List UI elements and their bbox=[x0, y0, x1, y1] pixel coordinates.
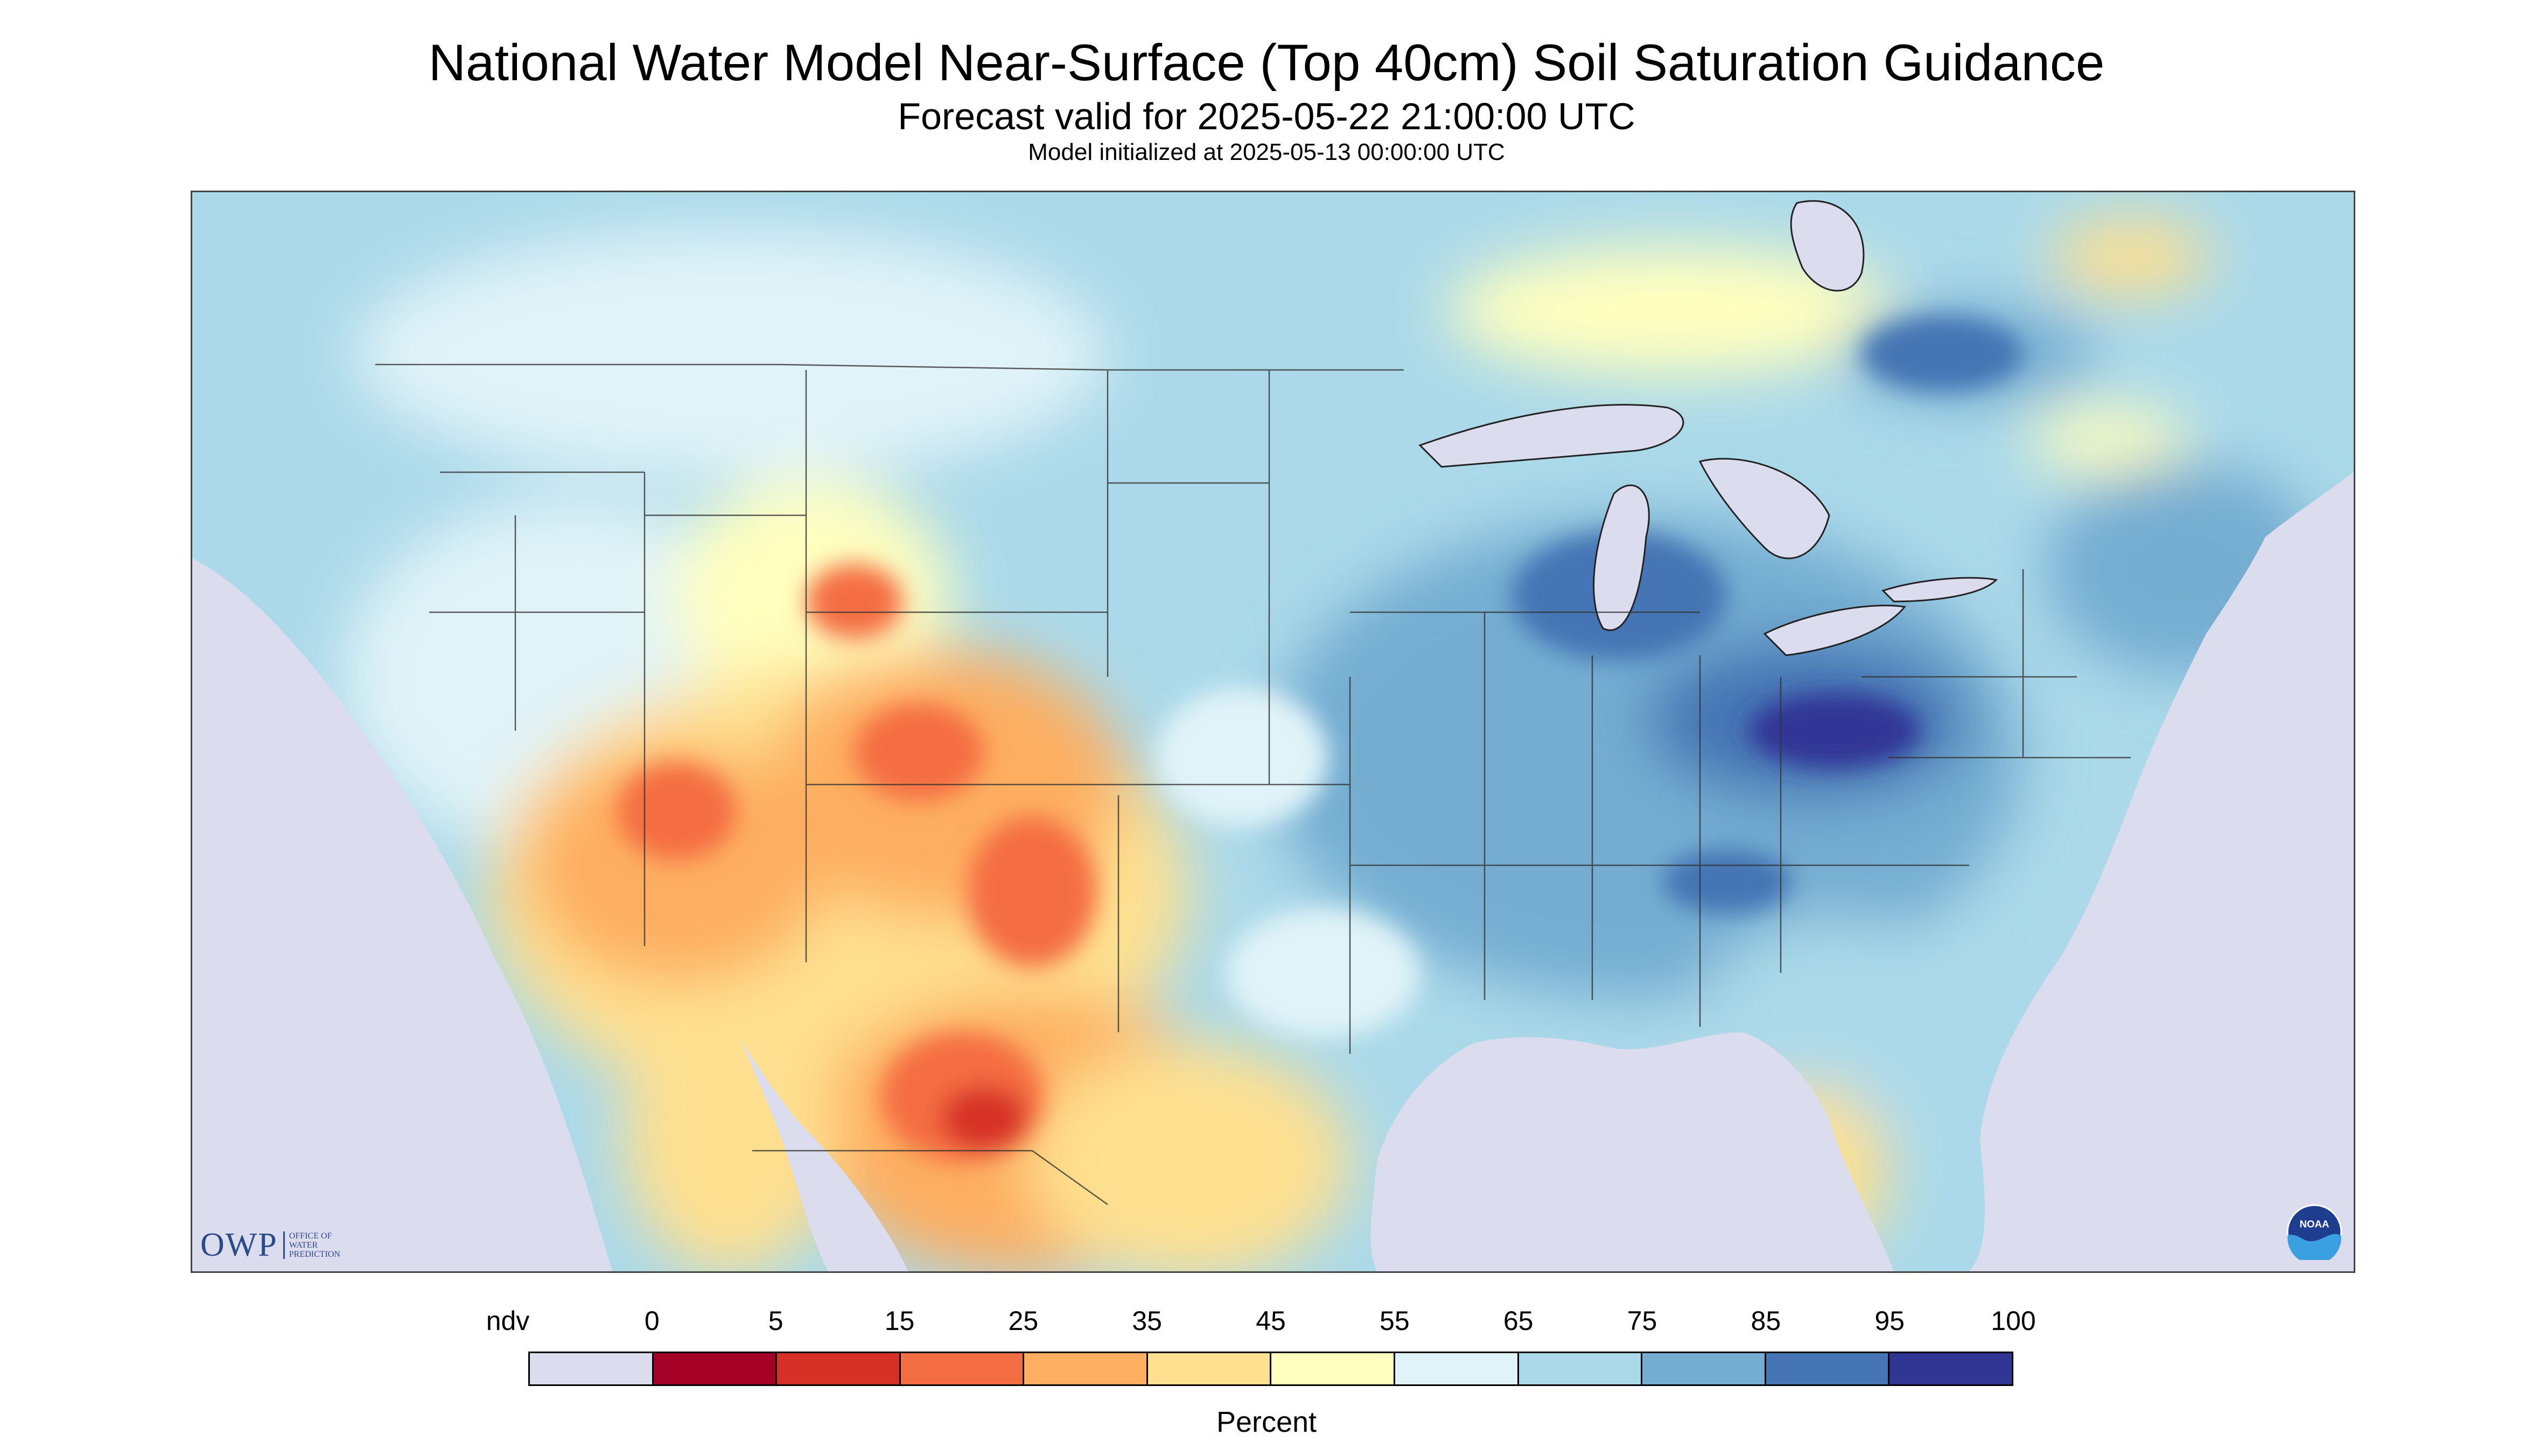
legend-tick-label: 15 bbox=[884, 1306, 915, 1336]
great-lakes bbox=[1418, 200, 1998, 656]
boundary-line bbox=[752, 1150, 1108, 1206]
legend-tick-label: 65 bbox=[1503, 1306, 1534, 1336]
legend-tick-label: 85 bbox=[1751, 1306, 1781, 1336]
legend-tick-label: 95 bbox=[1874, 1306, 1905, 1336]
owp-logo: OWP OFFICE OF WATER PREDICTION bbox=[200, 1223, 340, 1266]
legend-unit-label: Percent bbox=[1216, 1406, 1317, 1438]
legend-swatch bbox=[900, 1353, 1025, 1384]
noaa-logo: NOAA bbox=[2286, 1204, 2342, 1260]
legend-swatch bbox=[1890, 1353, 2012, 1384]
owp-logo-subtext: OFFICE OF WATER PREDICTION bbox=[283, 1231, 340, 1259]
owp-logo-text: OWP bbox=[200, 1226, 278, 1263]
map-title: National Water Model Near-Surface (Top 4… bbox=[428, 34, 2105, 92]
legend-swatch bbox=[1766, 1353, 1890, 1384]
legend-tick-label: 35 bbox=[1132, 1306, 1162, 1336]
legend-tick-label: 55 bbox=[1380, 1306, 1410, 1336]
legend-swatch bbox=[777, 1353, 901, 1384]
legend-tick-label: 100 bbox=[1991, 1306, 2036, 1336]
legend-colorbar bbox=[528, 1352, 2013, 1386]
legend-tick-label: 75 bbox=[1627, 1306, 1657, 1336]
legend-tick-label: 0 bbox=[644, 1306, 660, 1336]
legend-swatch bbox=[1519, 1353, 1643, 1384]
model-init-line: Model initialized at 2025-05-13 00:00:00… bbox=[1028, 139, 1505, 165]
legend-label-ndv: ndv bbox=[486, 1306, 530, 1336]
svg-text:NOAA: NOAA bbox=[2299, 1219, 2329, 1230]
boundary-line bbox=[375, 363, 1404, 371]
map-canvas bbox=[192, 192, 2354, 1271]
legend-swatch bbox=[1395, 1353, 1519, 1384]
soil-saturation-map[interactable] bbox=[191, 191, 2355, 1273]
legend-swatch bbox=[1271, 1353, 1396, 1384]
legend-swatch bbox=[653, 1353, 778, 1384]
political-boundaries bbox=[375, 363, 2131, 1206]
legend-swatch bbox=[1024, 1353, 1148, 1384]
legend-labels: ndv 0 5 15 25 35 45 55 65 75 85 95 100 bbox=[0, 1305, 2533, 1343]
legend-swatch bbox=[530, 1353, 654, 1384]
saturation-field bbox=[343, 219, 2325, 1271]
legend-tick-label: 5 bbox=[768, 1306, 783, 1336]
forecast-valid-subtitle: Forecast valid for 2025-05-22 21:00:00 U… bbox=[898, 95, 1635, 137]
legend-swatch bbox=[1147, 1353, 1272, 1384]
legend-tick-label: 25 bbox=[1008, 1306, 1039, 1336]
legend-swatch bbox=[1642, 1353, 1766, 1384]
legend-tick-label: 45 bbox=[1256, 1306, 1286, 1336]
